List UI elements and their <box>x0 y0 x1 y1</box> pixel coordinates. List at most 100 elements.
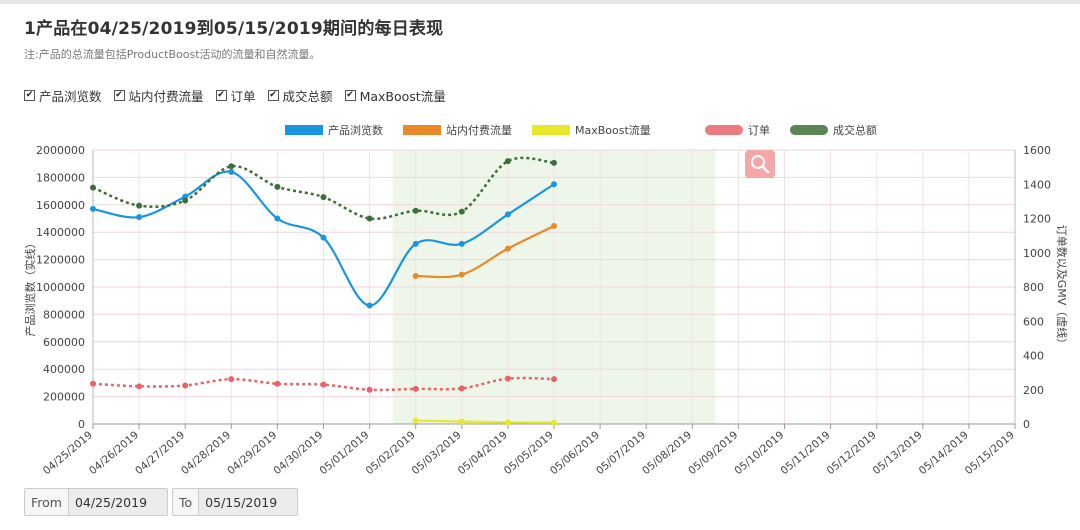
from-date-value[interactable]: 04/25/2019 <box>68 489 167 515</box>
checkbox-gmv[interactable]: ✔ <box>267 90 279 101</box>
data-point <box>412 207 419 214</box>
data-point <box>504 375 511 382</box>
from-date-field[interactable]: From 04/25/2019 <box>24 488 168 516</box>
data-point <box>136 383 143 390</box>
data-point <box>274 183 281 190</box>
x-tick-label: 04/29/2019 <box>225 429 279 477</box>
magnifier-icon <box>751 155 770 174</box>
data-point <box>504 211 511 218</box>
x-tick-label: 04/27/2019 <box>133 429 187 477</box>
legend-item: 订单 <box>705 124 770 137</box>
from-label: From <box>25 489 69 515</box>
data-point <box>551 181 557 188</box>
filter-label: 站内付费流量 <box>128 89 204 104</box>
data-point <box>366 386 373 393</box>
x-tick-label: 05/09/2019 <box>686 429 740 477</box>
data-point <box>551 159 557 166</box>
legend-swatch <box>285 125 323 135</box>
x-tick-label: 05/07/2019 <box>594 429 648 477</box>
data-point <box>366 215 373 222</box>
data-point <box>228 168 235 175</box>
y-left-tick-label: 200000 <box>43 391 85 404</box>
y-left-tick-label: 800000 <box>43 308 85 321</box>
legend-label: 订单 <box>748 124 770 137</box>
data-point <box>90 205 96 212</box>
checkbox-paid-traffic[interactable]: ✔ <box>113 90 125 101</box>
data-point <box>458 208 465 215</box>
y-right-tick-label: 1400 <box>1023 178 1051 191</box>
x-tick-label: 04/28/2019 <box>179 429 233 477</box>
filter-label: 订单 <box>230 89 256 104</box>
x-tick-label: 05/14/2019 <box>917 429 971 477</box>
data-point <box>504 158 511 165</box>
legend-swatch <box>705 125 743 135</box>
legend-item: MaxBoost流量 <box>532 123 651 137</box>
data-point <box>274 215 281 222</box>
checkbox-maxboost[interactable]: ✔ <box>344 90 356 101</box>
data-point <box>458 240 465 247</box>
checkbox-product-views[interactable]: ✔ <box>24 90 35 101</box>
data-point <box>136 214 143 221</box>
x-tick-label: 05/08/2019 <box>640 429 694 477</box>
daily-performance-chart: 0 200000 400000 600000 800000 1000000 1200000 1… <box>23 123 1069 477</box>
x-tick-label: 05/06/2019 <box>548 429 602 477</box>
data-point <box>320 194 327 201</box>
to-date-field[interactable]: To 05/15/2019 <box>172 488 299 516</box>
y-right-axis-title: 订单数以及GMV（虚线） <box>1055 225 1069 350</box>
zoom-button[interactable] <box>745 150 775 178</box>
filter-maxboost[interactable]: ✔ MaxBoost流量 <box>344 86 446 105</box>
filter-gmv[interactable]: ✔ 成交总额 <box>267 86 333 105</box>
data-point <box>412 273 419 280</box>
x-tick-label: 05/13/2019 <box>871 429 925 477</box>
x-tick-label: 05/01/2019 <box>317 429 371 477</box>
y-left-tick-label: 1600000 <box>36 199 85 212</box>
y-right-tick-label: 600 <box>1023 315 1044 328</box>
y-left-tick-label: 1400000 <box>36 226 85 239</box>
y-left-axis-title: 产品浏览数（实线） <box>23 238 37 337</box>
y-left-tick-label: 0 <box>78 418 85 431</box>
series-line-3 <box>92 376 555 392</box>
to-date-value[interactable]: 05/15/2019 <box>199 489 298 515</box>
y-left-tick-label: 400000 <box>43 363 85 376</box>
data-point <box>412 240 419 247</box>
data-point <box>228 163 235 170</box>
y-right-tick-label: 1200 <box>1023 213 1051 226</box>
x-tick-label: 04/26/2019 <box>87 429 141 477</box>
data-point <box>320 234 327 241</box>
filter-product-views[interactable]: ✔ 产品浏览数 <box>24 86 102 105</box>
data-point <box>504 245 511 252</box>
x-tick-label: 05/10/2019 <box>732 429 786 477</box>
legend-item: 站内付费流量 <box>403 123 512 137</box>
x-tick-label: 05/05/2019 <box>502 429 556 477</box>
data-point <box>90 380 96 387</box>
to-label: To <box>173 489 200 515</box>
filter-orders[interactable]: ✔ 订单 <box>215 86 256 105</box>
legend-label: 成交总额 <box>833 123 877 137</box>
checkbox-orders[interactable]: ✔ <box>215 90 227 101</box>
legend-swatch <box>790 125 828 135</box>
data-point <box>458 385 465 392</box>
data-point <box>320 381 327 388</box>
series-line-2 <box>415 419 555 424</box>
data-point <box>412 417 419 424</box>
data-point <box>274 380 281 387</box>
series-line-1 <box>415 225 555 279</box>
filter-paid-traffic[interactable]: ✔ 站内付费流量 <box>113 86 204 105</box>
legend-swatch <box>403 125 441 135</box>
legend-item: 成交总额 <box>790 123 877 137</box>
y-right-tick-label: 0 <box>1023 418 1030 431</box>
data-point <box>366 302 373 309</box>
data-point <box>551 376 557 383</box>
y-left-tick-label: 1800000 <box>36 171 85 184</box>
x-tick-label: 05/04/2019 <box>456 429 510 477</box>
data-point <box>551 223 557 230</box>
data-point <box>182 382 189 389</box>
y-right-tick-label: 1600 <box>1023 144 1051 157</box>
x-tick-label: 05/12/2019 <box>825 429 879 477</box>
legend-swatch <box>532 125 570 135</box>
series-filters: ✔ 产品浏览数 ✔ 站内付费流量 ✔ 订单 ✔ 成交总额 ✔ MaxBoost流… <box>24 86 446 105</box>
y-left-tick-label: 2000000 <box>36 144 85 157</box>
legend-label: 产品浏览数 <box>328 123 383 137</box>
data-point <box>182 197 189 204</box>
legend-item: 产品浏览数 <box>285 123 383 137</box>
